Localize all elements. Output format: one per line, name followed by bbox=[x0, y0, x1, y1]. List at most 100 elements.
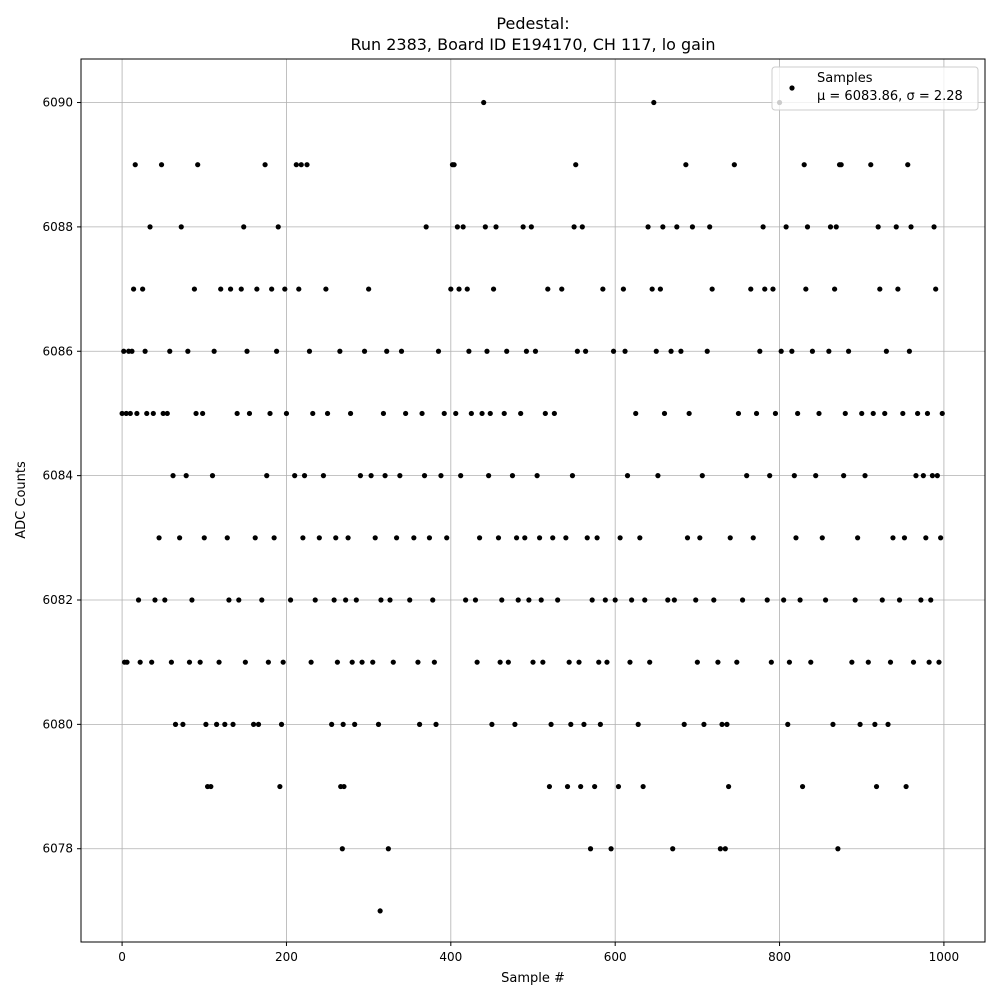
data-point bbox=[819, 535, 825, 541]
data-point bbox=[476, 535, 483, 541]
data-point bbox=[883, 348, 889, 354]
data-point bbox=[600, 286, 606, 292]
data-point bbox=[711, 597, 717, 603]
data-point bbox=[426, 535, 433, 541]
data-point bbox=[280, 659, 286, 665]
data-point bbox=[822, 597, 829, 603]
data-point bbox=[341, 783, 347, 790]
data-point bbox=[463, 597, 469, 603]
data-point bbox=[398, 348, 405, 354]
data-point bbox=[795, 410, 801, 417]
data-point bbox=[574, 348, 580, 354]
data-point bbox=[487, 410, 493, 417]
data-point bbox=[635, 721, 641, 727]
data-point bbox=[255, 721, 262, 727]
data-point bbox=[709, 286, 715, 292]
data-point bbox=[489, 721, 495, 727]
data-point bbox=[361, 348, 368, 354]
data-point bbox=[300, 535, 306, 541]
data-point bbox=[827, 224, 834, 230]
data-point bbox=[216, 659, 222, 665]
data-point bbox=[486, 473, 492, 479]
data-point bbox=[481, 99, 487, 106]
data-point bbox=[719, 721, 725, 727]
data-point bbox=[345, 535, 351, 541]
data-point bbox=[209, 473, 216, 479]
data-point bbox=[518, 410, 524, 417]
data-point bbox=[750, 535, 756, 541]
data-point bbox=[647, 659, 653, 665]
data-point bbox=[435, 348, 442, 354]
data-point bbox=[924, 410, 931, 417]
data-point bbox=[298, 162, 304, 168]
data-point bbox=[926, 659, 932, 665]
data-point bbox=[197, 659, 203, 665]
data-point bbox=[416, 721, 423, 727]
axis-ticks: 0 200 400 600 800 1000 6078 6080 6082 6084 6086 608… bbox=[42, 96, 959, 964]
data-point bbox=[509, 473, 516, 479]
data-point bbox=[546, 783, 553, 790]
data-point bbox=[226, 597, 232, 603]
data-point bbox=[568, 721, 574, 727]
data-point bbox=[227, 286, 234, 292]
data-point bbox=[830, 721, 836, 727]
data-point bbox=[337, 348, 343, 354]
data-point bbox=[490, 286, 497, 292]
data-point bbox=[559, 286, 565, 292]
data-point bbox=[234, 410, 240, 417]
data-point bbox=[608, 846, 614, 852]
data-point bbox=[744, 473, 750, 479]
data-point bbox=[308, 659, 314, 665]
data-point bbox=[701, 721, 707, 727]
data-point bbox=[191, 286, 198, 292]
x-tick-label: 800 bbox=[768, 950, 791, 964]
data-point bbox=[372, 535, 378, 541]
data-point bbox=[633, 410, 639, 417]
data-point bbox=[845, 348, 852, 354]
data-point bbox=[835, 846, 841, 852]
data-point bbox=[873, 783, 880, 790]
data-point bbox=[725, 783, 732, 790]
data-point bbox=[617, 535, 623, 541]
data-point bbox=[665, 597, 671, 603]
data-point bbox=[589, 597, 595, 603]
data-point bbox=[214, 721, 220, 727]
data-point bbox=[615, 783, 622, 790]
data-point bbox=[760, 224, 766, 230]
data-point bbox=[119, 410, 125, 417]
data-point bbox=[868, 162, 874, 168]
data-point bbox=[183, 473, 189, 479]
data-point bbox=[602, 597, 608, 603]
data-point bbox=[816, 410, 822, 417]
y-tick-label: 6080 bbox=[42, 717, 73, 731]
data-point bbox=[277, 783, 283, 790]
data-point bbox=[783, 224, 789, 230]
data-point bbox=[791, 473, 797, 479]
y-tick-label: 6082 bbox=[42, 593, 73, 607]
data-point bbox=[887, 659, 894, 665]
data-point bbox=[466, 348, 472, 354]
data-point bbox=[130, 286, 137, 292]
data-point bbox=[879, 597, 885, 603]
data-point bbox=[594, 535, 600, 541]
data-point bbox=[522, 535, 528, 541]
data-point bbox=[495, 535, 502, 541]
data-point bbox=[147, 224, 153, 230]
data-point bbox=[484, 348, 490, 354]
data-point bbox=[548, 721, 554, 727]
data-point bbox=[390, 659, 396, 665]
data-point bbox=[918, 597, 924, 603]
data-point bbox=[536, 535, 543, 541]
data-point bbox=[387, 597, 393, 603]
data-point bbox=[430, 597, 436, 603]
data-point bbox=[748, 286, 754, 292]
data-point bbox=[620, 286, 627, 292]
legend-stats: μ = 6083.86, σ = 2.28 bbox=[817, 89, 963, 104]
data-point bbox=[433, 721, 439, 727]
data-point bbox=[778, 348, 784, 354]
data-point bbox=[699, 473, 705, 479]
data-point bbox=[841, 473, 847, 479]
data-point bbox=[903, 783, 909, 790]
data-point bbox=[900, 410, 906, 417]
